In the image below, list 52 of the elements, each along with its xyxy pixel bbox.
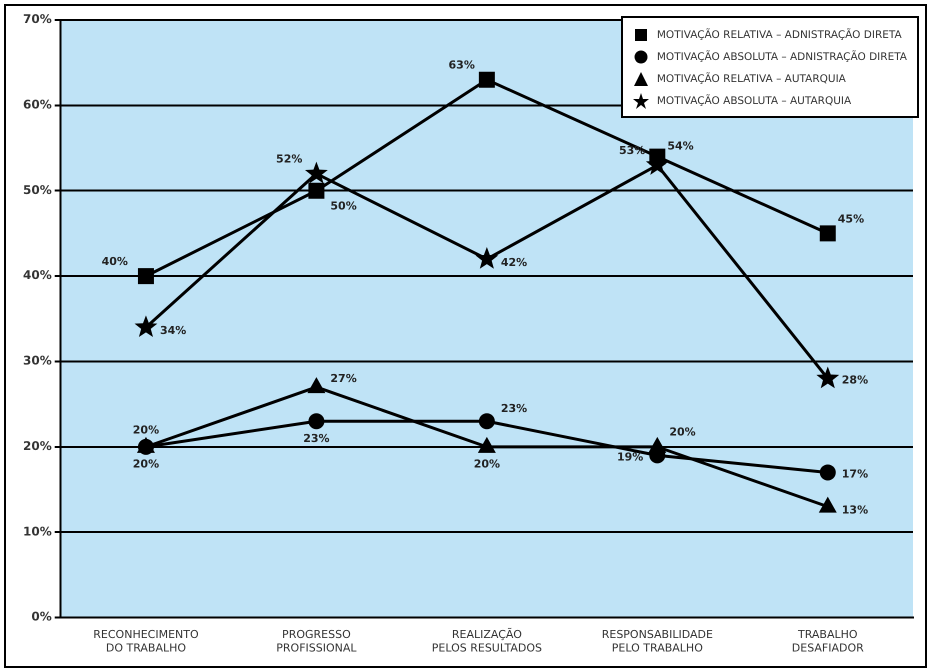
x-tick-label: REALIZAÇÃO PELOS RESULTADOS [432, 627, 542, 654]
point [818, 496, 837, 513]
data-label: 40% [102, 254, 128, 268]
data-label: 20% [132, 424, 160, 437]
data-label: 50% [330, 200, 357, 213]
x-tick-label: TRABALHO DESAFIADOR [792, 628, 864, 654]
data-label: 63% [448, 58, 475, 72]
data-label: 54% [667, 139, 694, 152]
data-label: 17% [842, 467, 868, 480]
point [134, 315, 158, 338]
point [816, 366, 840, 388]
x-tick-label: PROGRESSO PROFISSIONAL [276, 628, 358, 654]
point [308, 413, 324, 430]
point [478, 436, 496, 453]
data-label: 28% [842, 373, 868, 386]
y-tick-label: 60% [22, 97, 52, 112]
point [304, 162, 328, 184]
data-label: 23% [500, 402, 528, 416]
data-label: 42% [500, 256, 528, 269]
data-label: 20% [132, 458, 160, 471]
y-tick-label: 50% [22, 182, 52, 197]
y-tick-label: 30% [22, 354, 52, 368]
data-label: 20% [474, 458, 500, 471]
y-tick-label: 20% [22, 438, 52, 453]
x-tick-label: RESPONSABILIDADE PELO TRABALHO [602, 628, 713, 654]
y-tick-label: 70% [22, 12, 52, 26]
y-tick-label: 0% [31, 610, 52, 624]
point [478, 72, 495, 88]
legend-label: MOTIVAÇÃO RELATIVA – ADNISTRAÇÃO DIRETA [656, 29, 902, 41]
data-label: 19% [616, 450, 644, 464]
legend-label: MOTIVAÇÃO RELATIVA – AUTARQUIA [656, 73, 846, 85]
point [648, 436, 666, 453]
point [820, 464, 836, 480]
point [138, 268, 154, 284]
point [475, 247, 498, 269]
legend-label: MOTIVAÇÃO ABSOLUTA – AUTARQUIA [656, 95, 852, 107]
data-label: 23% [303, 432, 330, 446]
data-label: 27% [330, 372, 357, 385]
point [478, 413, 495, 430]
point [307, 377, 326, 394]
data-label: 53% [618, 144, 646, 157]
x-tick-label: RECONHECIMENTO DO TRABALHO [93, 628, 199, 654]
data-label: 34% [160, 324, 186, 338]
legend-label: MOTIVAÇÃO ABSOLUTA – ADNISTRAÇÃO DIRETA [656, 51, 907, 63]
y-tick-label: 40% [22, 268, 52, 282]
point [820, 225, 836, 242]
data-label: 20% [669, 426, 696, 439]
data-label: 13% [842, 503, 868, 516]
data-label: 52% [276, 152, 302, 166]
point [308, 182, 324, 199]
y-tick-label: 10% [22, 524, 52, 538]
data-label: 45% [838, 212, 864, 226]
